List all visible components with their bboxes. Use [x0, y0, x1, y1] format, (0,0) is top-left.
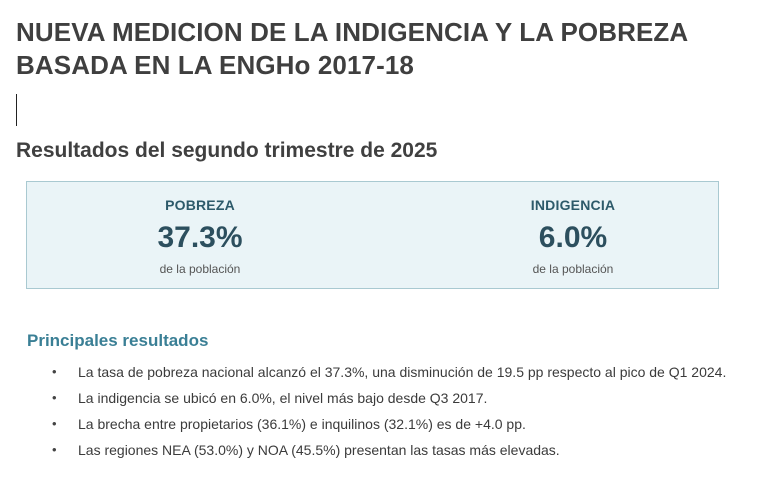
kpi-poverty-value: 37.3%	[157, 221, 243, 254]
results-heading: Principales resultados	[27, 331, 209, 350]
bullet-icon: •	[52, 364, 57, 379]
kpi-indigence-value: 6.0%	[538, 221, 608, 254]
document-title: NUEVA MEDICION DE LA INDIGENCIA Y LA POB…	[16, 16, 756, 82]
bullet-icon: •	[52, 442, 57, 457]
list-item-text: Las regiones NEA (53.0%) y NOA (45.5%) p…	[78, 442, 560, 458]
kpi-poverty-caption: de la población	[159, 262, 241, 276]
document-title-line-2: BASADA EN LA ENGHo 2017-18	[16, 50, 414, 80]
text-cursor	[16, 94, 17, 126]
bullet-icon: •	[52, 416, 57, 431]
results-list: • La tasa de pobreza nacional alcanzó el…	[52, 363, 742, 467]
list-item-text: La tasa de pobreza nacional alcanzó el 3…	[78, 364, 727, 380]
list-item-text: La brecha entre propietarios (36.1%) e i…	[78, 416, 526, 432]
document-title-line-1: NUEVA MEDICION DE LA INDIGENCIA Y LA POB…	[16, 17, 689, 47]
section-subtitle: Resultados del segundo trimestre de 2025	[16, 139, 438, 162]
kpi-indigence-label: INDIGENCIA	[530, 197, 616, 213]
list-item-text: La indigencia se ubicó en 6.0%, el nivel…	[78, 390, 488, 406]
kpi-poverty-label: POBREZA	[165, 197, 235, 213]
bullet-icon: •	[52, 390, 57, 405]
kpi-panel: POBREZA 37.3% de la población INDIGENCIA…	[26, 181, 719, 289]
list-item: • La indigencia se ubicó en 6.0%, el niv…	[52, 389, 742, 407]
list-item: • Las regiones NEA (53.0%) y NOA (45.5%)…	[52, 441, 742, 459]
list-item: • La brecha entre propietarios (36.1%) e…	[52, 415, 742, 433]
kpi-indigence-caption: de la población	[532, 262, 614, 276]
list-item: • La tasa de pobreza nacional alcanzó el…	[52, 363, 742, 381]
